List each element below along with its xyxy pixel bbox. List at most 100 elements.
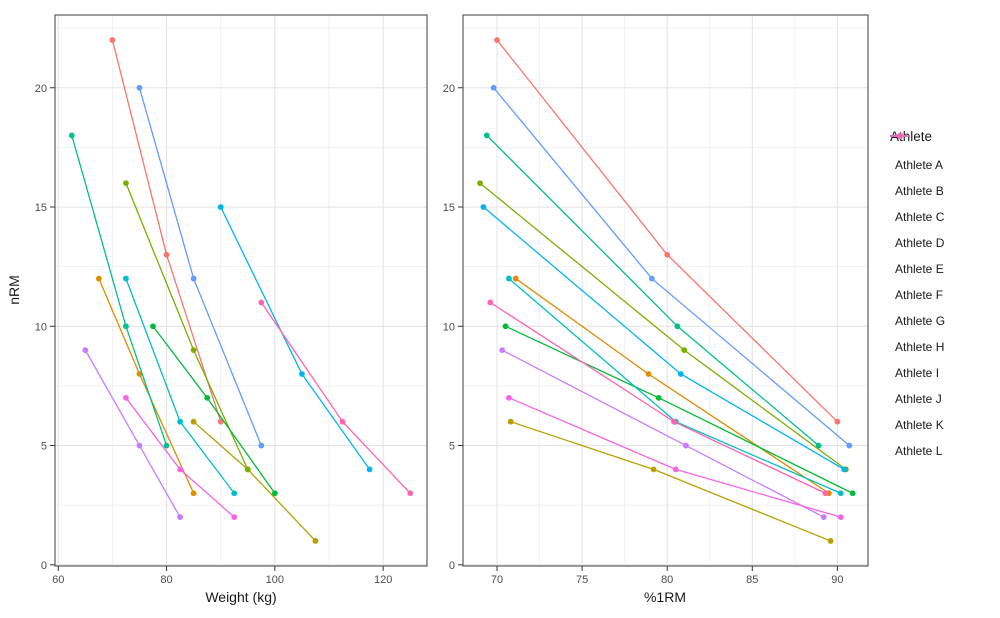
data-point-athlete-f xyxy=(68,132,75,139)
data-point-athlete-i xyxy=(136,84,143,91)
x-tick-label: 75 xyxy=(576,574,588,586)
data-point-athlete-e xyxy=(204,394,211,401)
x-axis-title-pct1rm: %1RM xyxy=(644,589,686,605)
series-line-athlete-c xyxy=(510,421,831,542)
data-point-athlete-i xyxy=(648,275,655,282)
data-point-athlete-j xyxy=(82,347,89,354)
data-point-athlete-h xyxy=(677,371,684,377)
data-point-athlete-i xyxy=(846,442,853,449)
data-point-athlete-i xyxy=(490,84,497,91)
legend-item-label: Athlete J xyxy=(895,392,942,406)
data-point-athlete-h xyxy=(299,371,305,377)
data-point-athlete-h xyxy=(217,204,224,210)
legend-item-athlete-a: Athlete A xyxy=(888,133,998,178)
data-point-athlete-k xyxy=(837,514,844,521)
data-point-athlete-c xyxy=(190,418,197,425)
data-point-athlete-f xyxy=(483,132,490,139)
legend-item-athlete-c: Athlete C xyxy=(888,133,998,230)
legend-item-athlete-d: Athlete D xyxy=(888,133,998,256)
y-tick-label: 5 xyxy=(41,441,47,453)
panel-border xyxy=(54,14,428,567)
legend-item-label: Athlete D xyxy=(895,236,945,250)
legend-items: Athlete A Athlete B Athlete C Athlete D Athl… xyxy=(888,133,998,464)
data-point-athlete-i xyxy=(190,275,197,282)
data-point-athlete-e xyxy=(849,490,856,497)
series-line-athlete-k xyxy=(508,397,841,518)
legend-item-label: Athlete B xyxy=(895,184,944,198)
data-point-athlete-d xyxy=(190,347,197,354)
data-point-athlete-e xyxy=(502,323,509,330)
data-point-athlete-j xyxy=(136,442,143,449)
panel-pct1rm: 70 75 80 85 90 0 5 10 15 20 xyxy=(443,14,869,586)
data-point-athlete-b xyxy=(512,275,519,282)
data-point-athlete-h xyxy=(480,204,487,210)
legend-item-label: Athlete I xyxy=(895,366,940,380)
x-tick-label: 60 xyxy=(52,574,64,586)
data-point-athlete-k xyxy=(231,514,238,521)
data-point-athlete-e xyxy=(655,394,662,401)
legend-title: Athlete xyxy=(890,129,933,144)
legend-item-athlete-e: Athlete E xyxy=(888,133,998,282)
legend-item-athlete-g: Athlete G xyxy=(888,133,998,334)
y-tick-label: 0 xyxy=(41,560,47,572)
legend-item-athlete-h: Athlete H xyxy=(888,133,998,360)
data-point-athlete-l xyxy=(822,490,829,497)
data-point-athlete-l xyxy=(671,418,677,425)
data-point-athlete-j xyxy=(820,514,827,521)
legend-item-label: Athlete L xyxy=(895,444,943,458)
legend-item-label: Athlete K xyxy=(895,418,944,432)
data-point-athlete-l xyxy=(407,490,414,497)
series-line-athlete-f xyxy=(486,134,820,447)
legend-item-label: Athlete A xyxy=(895,158,944,172)
y-tick-label: 15 xyxy=(443,202,455,214)
y-tick-label: 0 xyxy=(449,560,455,572)
panel-border xyxy=(462,14,869,567)
data-point-athlete-l xyxy=(258,299,265,306)
data-point-athlete-e xyxy=(150,323,156,330)
legend-key-icon xyxy=(890,133,910,139)
y-tick-label: 20 xyxy=(443,83,455,95)
series-line-athlete-e xyxy=(152,325,276,494)
legend-item-athlete-l: Athlete L xyxy=(888,133,998,464)
data-point-athlete-c xyxy=(312,538,319,544)
y-tick-label: 15 xyxy=(35,202,47,214)
data-point-athlete-f xyxy=(674,323,681,330)
data-point-athlete-l xyxy=(339,418,346,425)
legend-item-label: Athlete G xyxy=(895,314,946,328)
data-point-athlete-g xyxy=(123,275,129,282)
data-point-athlete-d xyxy=(244,466,251,473)
y-tick-label: 5 xyxy=(449,441,455,453)
y-tick-label: 10 xyxy=(443,321,455,333)
data-point-athlete-k xyxy=(506,394,512,401)
x-tick-label: 85 xyxy=(746,574,758,586)
data-point-athlete-h xyxy=(366,466,373,473)
x-axis-title-weight: Weight (kg) xyxy=(205,589,276,605)
legend-item-label: Athlete F xyxy=(895,288,944,302)
series-line-athlete-h xyxy=(220,206,371,470)
x-tick-label: 100 xyxy=(266,574,284,586)
data-point-athlete-j xyxy=(177,514,183,521)
data-point-athlete-b xyxy=(645,371,652,377)
y-tick-label: 20 xyxy=(35,83,47,95)
legend-item-athlete-j: Athlete J xyxy=(888,133,998,412)
y-axis-title: nRM xyxy=(6,275,22,305)
data-point-athlete-g xyxy=(837,490,844,497)
data-point-athlete-f xyxy=(815,442,822,449)
data-point-athlete-c xyxy=(827,538,834,544)
legend-item-label: Athlete H xyxy=(895,340,945,354)
data-point-athlete-k xyxy=(672,466,679,473)
data-point-athlete-k xyxy=(177,466,183,473)
data-point-athlete-b xyxy=(95,275,102,282)
data-point-athlete-f xyxy=(163,442,170,449)
series-line-athlete-c xyxy=(193,421,316,542)
series-line-athlete-f xyxy=(71,135,168,446)
legend-item-athlete-f: Athlete F xyxy=(888,133,998,308)
x-tick-label: 80 xyxy=(661,574,673,586)
data-point-athlete-i xyxy=(258,442,265,449)
x-tick-label: 120 xyxy=(374,574,392,586)
data-point-athlete-k xyxy=(123,394,129,401)
data-point-athlete-d xyxy=(123,180,129,187)
legend-item-label: Athlete E xyxy=(895,262,944,276)
